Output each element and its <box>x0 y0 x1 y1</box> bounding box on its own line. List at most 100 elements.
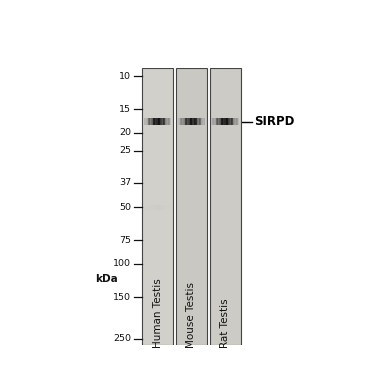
Bar <box>223 118 224 125</box>
Bar <box>232 118 233 125</box>
Bar <box>186 118 187 125</box>
Bar <box>164 205 165 210</box>
Bar <box>145 118 146 125</box>
Bar <box>233 118 234 125</box>
Bar <box>218 118 219 125</box>
Bar <box>158 205 159 210</box>
Bar <box>187 118 188 125</box>
Bar <box>184 118 185 125</box>
Bar <box>147 205 148 210</box>
Bar <box>193 118 194 125</box>
Bar <box>202 118 203 125</box>
Bar <box>231 118 232 125</box>
Bar <box>162 118 163 125</box>
Bar <box>224 118 225 125</box>
Bar <box>165 118 166 125</box>
Bar <box>190 118 191 125</box>
Text: Mouse Testis: Mouse Testis <box>186 282 196 348</box>
Text: 100: 100 <box>113 260 131 268</box>
Bar <box>152 205 153 210</box>
Bar <box>223 118 224 125</box>
Bar <box>195 118 196 125</box>
Bar <box>185 118 186 125</box>
Bar <box>221 118 222 125</box>
Text: SIRPD: SIRPD <box>254 115 295 128</box>
Bar <box>159 205 160 210</box>
Bar <box>164 118 165 125</box>
Bar <box>198 118 199 125</box>
Bar <box>159 118 160 125</box>
Bar <box>225 118 226 125</box>
Bar <box>161 118 162 125</box>
Bar <box>182 118 183 125</box>
Bar <box>167 118 168 125</box>
Bar <box>204 118 205 125</box>
Bar <box>195 118 196 125</box>
Bar <box>229 118 230 125</box>
Bar <box>214 118 215 125</box>
Bar <box>154 118 155 125</box>
Bar <box>153 118 154 125</box>
Bar <box>147 118 148 125</box>
Bar <box>187 118 188 125</box>
Bar <box>142 68 173 345</box>
Bar <box>150 205 151 210</box>
Bar <box>144 205 145 210</box>
Bar <box>185 118 186 125</box>
Bar <box>157 118 158 125</box>
Bar <box>211 118 212 125</box>
Bar <box>215 118 216 125</box>
Bar <box>200 118 201 125</box>
Bar <box>192 118 193 125</box>
Bar <box>156 118 157 125</box>
Text: Human Testis: Human Testis <box>153 278 162 348</box>
Bar <box>157 205 158 210</box>
Bar <box>179 118 180 125</box>
Bar <box>212 118 213 125</box>
Bar <box>227 118 228 125</box>
Bar <box>158 118 159 125</box>
Text: 10: 10 <box>119 72 131 81</box>
Bar <box>149 205 150 210</box>
Bar <box>201 118 202 125</box>
Bar <box>219 118 220 125</box>
Bar <box>199 118 200 125</box>
Bar <box>237 118 238 125</box>
Bar <box>160 118 161 125</box>
Bar <box>200 118 201 125</box>
Bar <box>222 118 223 125</box>
Bar <box>202 118 203 125</box>
Bar <box>168 205 169 210</box>
Bar <box>222 118 223 125</box>
Bar <box>216 118 217 125</box>
Bar <box>171 205 172 210</box>
Bar <box>168 118 169 125</box>
Text: 37: 37 <box>119 178 131 188</box>
Bar <box>158 118 159 125</box>
Text: Rat Testis: Rat Testis <box>220 298 230 348</box>
Bar <box>220 118 221 125</box>
Bar <box>189 118 190 125</box>
Bar <box>148 205 149 210</box>
Bar <box>236 118 237 125</box>
Bar <box>149 118 150 125</box>
Bar <box>146 118 147 125</box>
Bar <box>238 118 239 125</box>
Bar <box>170 118 171 125</box>
Bar <box>181 118 182 125</box>
Bar <box>235 118 236 125</box>
Bar <box>227 118 228 125</box>
Bar <box>184 118 185 125</box>
Bar <box>163 118 164 125</box>
Bar <box>168 118 169 125</box>
Bar <box>144 118 145 125</box>
Bar <box>188 118 189 125</box>
Bar <box>226 118 227 125</box>
Bar <box>166 118 167 125</box>
Bar <box>196 118 197 125</box>
Bar <box>230 118 231 125</box>
Bar <box>148 118 149 125</box>
Bar <box>147 118 148 125</box>
Bar <box>213 118 214 125</box>
Bar <box>183 118 184 125</box>
